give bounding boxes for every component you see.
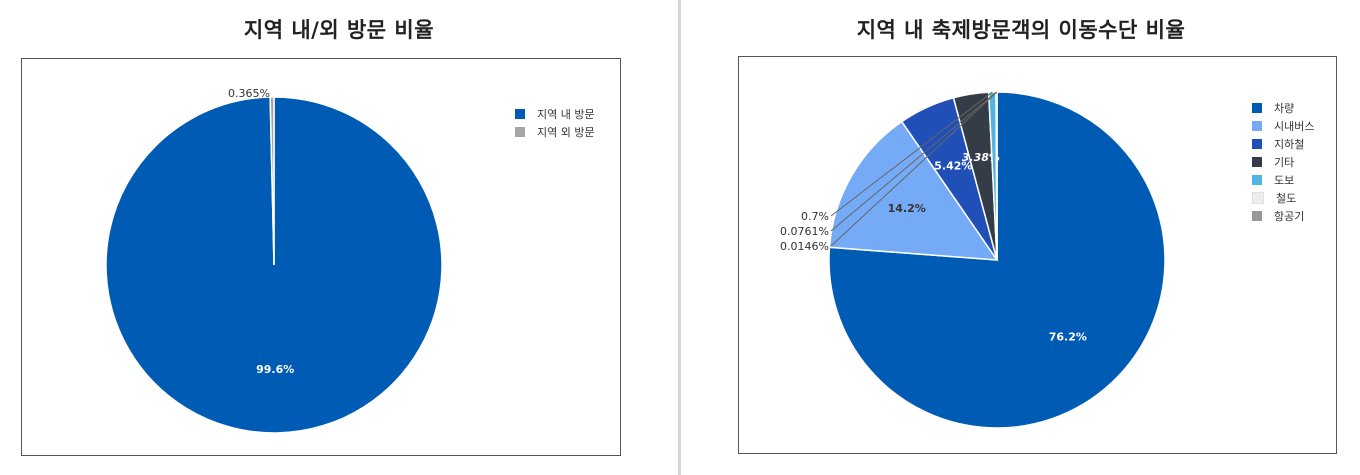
legend-swatch (1252, 121, 1262, 131)
pie-slice-0[interactable] (828, 91, 1166, 429)
pie-chart-transport: 76.2% 14.2% 5.42%3.38% 0.7% 0.0761% 0.0146% (780, 91, 1166, 429)
legend-item-1[interactable]: 지역 외 방문 (515, 123, 595, 141)
chart-panel-transport: 지역 내 축제방문객의 이동수단 비율 76.2% 14.2% 5.42% 3.38%… (682, 0, 1360, 475)
legend-item-4[interactable]: 도보 (1252, 171, 1314, 189)
legend-swatch (1252, 103, 1262, 113)
slice-label-3: 3.38% (962, 151, 1000, 164)
legend-swatch (1252, 192, 1264, 204)
pie-chart-visit: 99.6% 0.365% (105, 87, 443, 434)
chart-title: 지역 내 축제방문객의 이동수단 비율 (856, 18, 1186, 42)
leader-line-5 (830, 91, 997, 232)
legend-swatch (1252, 139, 1262, 149)
legend-item-1[interactable]: 시내버스 (1252, 117, 1314, 135)
slice-label-2: 5.42% (934, 159, 972, 172)
chart-frame: 76.2% 14.2% 5.42% 3.38% 0.7% 0.0761% 0.0146% 차… (738, 56, 1337, 454)
legend-label: 항공기 (1274, 210, 1305, 223)
legend-label: 차량 (1274, 102, 1295, 115)
leader-line-6 (830, 91, 998, 247)
legend-item-5[interactable]: 철도 (1252, 189, 1314, 207)
legend-label: 시내버스 (1274, 120, 1315, 133)
legend-label: 지하철 (1274, 138, 1305, 151)
legend-item-3[interactable]: 기타 (1252, 153, 1314, 171)
legend-label: 지역 내 방문 (537, 108, 595, 121)
legend-item-0[interactable]: 차량 (1252, 99, 1314, 117)
legend-item-0[interactable]: 지역 내 방문 (515, 105, 595, 123)
legend-swatch (515, 109, 525, 119)
legend-item-6[interactable]: 항공기 (1252, 207, 1314, 225)
slice-label-1: 14.2% (888, 202, 926, 215)
legend-item-2[interactable]: 지하철 (1252, 135, 1314, 153)
legend-label: 기타 (1274, 156, 1295, 169)
slice-label-1: 0.365% (228, 87, 270, 100)
slice-label-4: 0.7% (801, 210, 829, 223)
legend-swatch (515, 127, 525, 137)
legend-label: 철도 (1276, 192, 1297, 205)
leader-line-4 (830, 91, 993, 217)
legend-label: 지역 외 방문 (537, 126, 595, 139)
slice-label-0: 99.6% (256, 363, 294, 376)
slice-label-6: 0.0146% (780, 240, 829, 253)
pie-slice-1[interactable] (269, 96, 275, 266)
legend-swatch (1252, 211, 1262, 221)
panel-divider (678, 0, 681, 475)
chart-title: 지역 내/외 방문 비율 (243, 18, 435, 42)
slice-label-0: 76.2% (1049, 330, 1087, 343)
legend-swatch (1252, 157, 1262, 167)
legend-label: 도보 (1274, 174, 1295, 187)
pie-slice-1[interactable] (828, 120, 999, 261)
legend-swatch (1252, 175, 1262, 185)
slice-label-5: 0.0761% (780, 225, 829, 238)
